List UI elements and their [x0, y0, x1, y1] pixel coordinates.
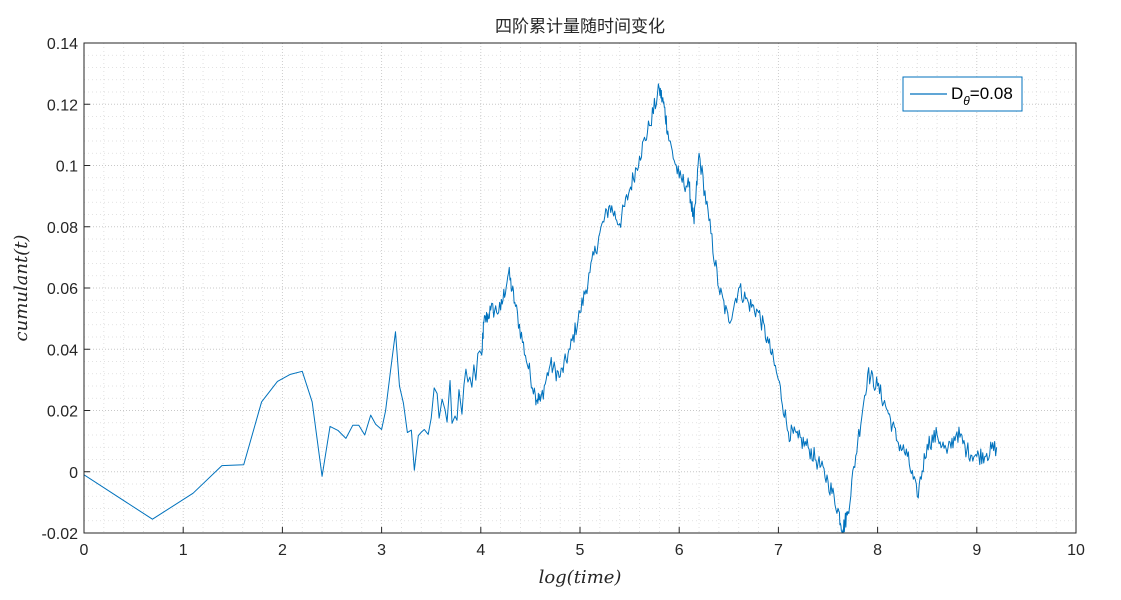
x-tick-label: 6 [675, 542, 684, 559]
series-layer [84, 83, 998, 533]
x-tick-label: 2 [278, 542, 287, 559]
x-tick-label: 7 [774, 542, 783, 559]
x-tick-label: 4 [476, 542, 485, 559]
y-axis: -0.02 0 0.02 0.04 0.06 0.08 0.1 0.12 0.14 [42, 36, 90, 543]
y-tick-label: 0.08 [47, 220, 78, 237]
legend-entry-value: =0.08 [970, 84, 1013, 103]
y-tick-label: 0.12 [47, 97, 78, 114]
x-axis-label: log(time) [539, 567, 622, 588]
legend-entry-main: D [951, 84, 963, 103]
y-tick-label: 0.02 [47, 404, 78, 421]
y-tick-label: 0.04 [47, 342, 78, 359]
y-tick-label: -0.02 [42, 526, 79, 543]
legend: Dθ=0.08 [902, 76, 1023, 112]
x-tick-label: 9 [972, 542, 981, 559]
y-tick-label: 0.14 [47, 36, 78, 53]
x-axis: 0 1 2 3 4 5 6 7 8 9 10 [80, 527, 1085, 559]
x-tick-label: 1 [179, 542, 188, 559]
legend-entry: Dθ=0.08 [951, 84, 1013, 108]
y-axis-label: cumulant(t) [11, 235, 32, 342]
x-tick-label: 0 [80, 542, 89, 559]
x-tick-label: 8 [873, 542, 882, 559]
x-tick-label: 10 [1067, 542, 1085, 559]
y-tick-label: 0.06 [47, 281, 78, 298]
chart-title: 四阶累计量随时间变化 [495, 17, 665, 37]
y-tick-label: 0.1 [56, 159, 78, 176]
x-tick-label: 5 [576, 542, 585, 559]
legend-entry-subscript: θ [963, 94, 970, 108]
series-line [84, 83, 998, 533]
x-tick-label: 3 [377, 542, 386, 559]
y-tick-label: 0 [69, 465, 78, 482]
